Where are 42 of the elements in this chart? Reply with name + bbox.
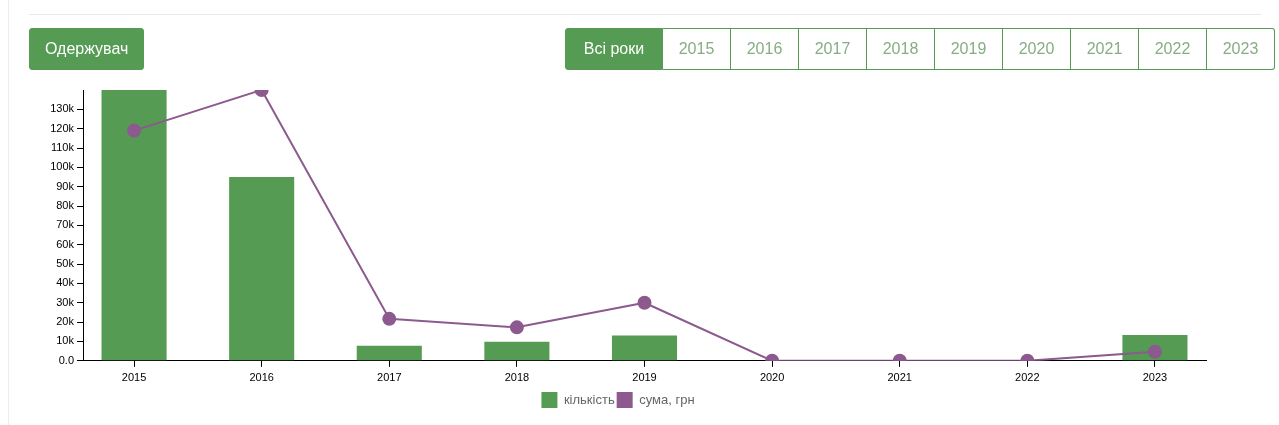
y-tick-label: 120k <box>50 121 75 134</box>
y-tick-label: 20k <box>56 315 75 328</box>
bar <box>356 345 422 361</box>
y-tick-label: 100k <box>50 160 75 173</box>
x-tick-label: 2016 <box>249 371 274 384</box>
y-tick-label: 10k <box>56 334 75 347</box>
filter-button[interactable]: 2015 <box>663 28 731 70</box>
filter-button[interactable]: 2016 <box>731 28 799 70</box>
filter-button[interactable]: 2023 <box>1207 28 1275 70</box>
x-tick-label: 2022 <box>1015 371 1040 384</box>
x-tick-label: 2021 <box>887 371 912 384</box>
filter-button[interactable]: Всі роки <box>565 28 663 70</box>
y-tick-label: 110k <box>50 141 75 154</box>
bar <box>611 335 678 361</box>
y-tick-label: 70k <box>56 218 75 231</box>
filter-button[interactable]: 2021 <box>1071 28 1139 70</box>
filter-button[interactable]: 2017 <box>799 28 867 70</box>
bar <box>229 177 295 361</box>
filter-button[interactable]: 2018 <box>867 28 935 70</box>
legend-label: сума, грн <box>639 391 695 407</box>
header-button[interactable]: Одержувач <box>29 28 145 70</box>
x-tick-label: 2018 <box>504 371 530 384</box>
y-tick-label: 40k <box>56 276 75 289</box>
chart-title: Одержувач <box>45 40 129 57</box>
bar <box>101 90 167 361</box>
y-tick-label: 30k <box>56 295 75 308</box>
y-tick-label: 60k <box>56 237 75 250</box>
filter-button[interactable]: 2020 <box>1003 28 1071 70</box>
y-tick-label: 50k <box>56 257 75 270</box>
x-tick-label: 2020 <box>759 371 785 384</box>
y-tick-label: 130k <box>50 102 75 115</box>
bar <box>484 341 550 361</box>
filter-button[interactable]: 2019 <box>935 28 1003 70</box>
y-tick-label: 0.0 <box>58 353 74 366</box>
x-tick-label: 2023 <box>1142 371 1168 384</box>
filter-button[interactable]: 2022 <box>1139 28 1207 70</box>
legend-label: кількість <box>563 391 615 407</box>
y-tick-label: 80k <box>56 199 75 212</box>
x-tick-label: 2015 <box>121 371 147 384</box>
x-tick-label: 2017 <box>377 371 402 384</box>
x-tick-label: 2019 <box>632 371 657 384</box>
y-tick-label: 90k <box>56 179 75 192</box>
